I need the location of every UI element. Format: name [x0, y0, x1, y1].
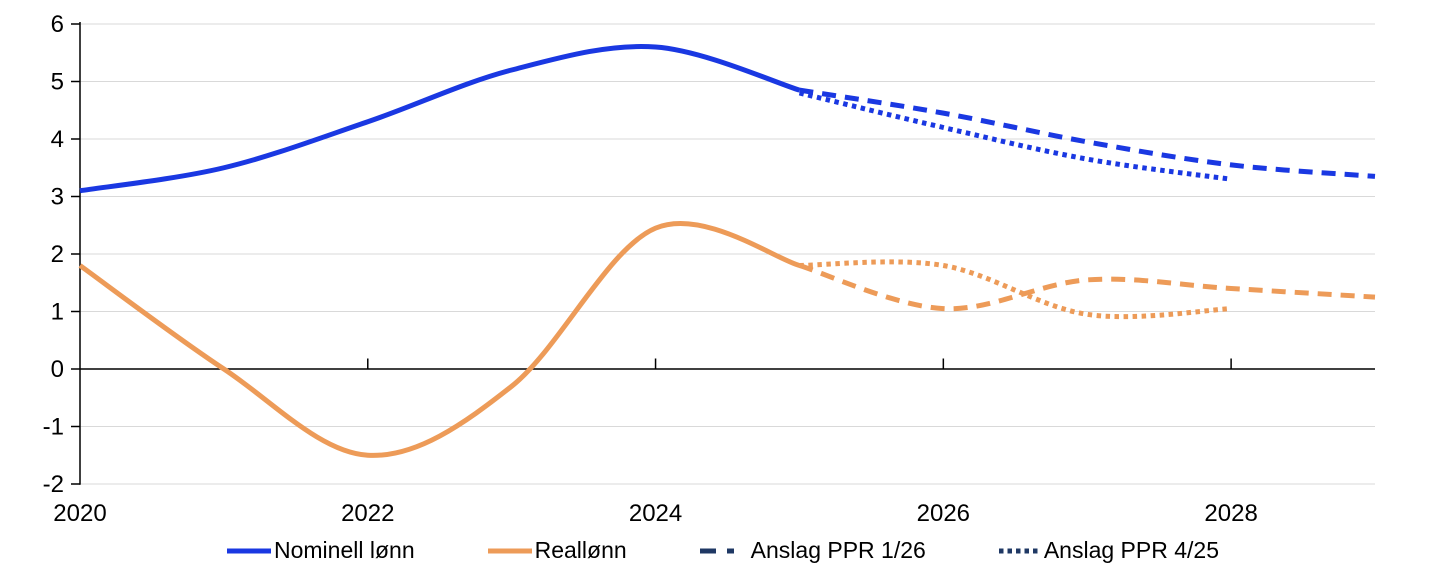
- series-line-anslag-ppr-4-25-reall-nn: [799, 259, 1232, 320]
- y-tick-label: 0: [51, 356, 64, 383]
- y-tick-label: 5: [51, 69, 64, 96]
- x-tick-label: 2020: [53, 500, 106, 527]
- legend-label: Reallønn: [534, 537, 627, 563]
- legend-item-anslag-ppr-4-25: Anslag PPR 4/25: [998, 537, 1219, 564]
- y-tick-label: 6: [51, 11, 64, 38]
- dashed-line-icon: [699, 548, 748, 553]
- series-line-anslag-ppr-4-25-nominell-l-nn: [798, 90, 1232, 182]
- solid-orange-line-icon: [487, 548, 532, 553]
- legend-label: Anslag PPR 4/25: [1043, 537, 1219, 563]
- y-tick-label: -1: [43, 414, 64, 441]
- series-line-reall-nn: [78, 220, 801, 458]
- x-tick-label: 2028: [1204, 500, 1257, 527]
- legend-label: Anslag PPR 1/26: [750, 537, 926, 563]
- legend-label: Nominell lønn: [274, 537, 415, 563]
- legend-item-anslag-ppr-1-26: Anslag PPR 1/26: [699, 537, 926, 564]
- x-tick-label: 2022: [341, 500, 394, 527]
- y-tick-label: 4: [51, 126, 64, 153]
- legend-item-reallonn: Reallønn: [487, 537, 627, 564]
- x-tick-label: 2026: [917, 500, 970, 527]
- series-line-anslag-ppr-1-26-reall-nn: [798, 263, 1376, 312]
- solid-blue-line-icon: [227, 548, 271, 553]
- series-line-anslag-ppr-1-26-nominell-l-nn: [799, 87, 1376, 179]
- y-tick-label: -2: [43, 471, 64, 498]
- y-tick-label: 2: [51, 241, 64, 268]
- x-tick-label: 2024: [629, 500, 682, 527]
- legend-item-nominell-lonn: Nominell lønn: [226, 537, 415, 564]
- y-tick-label: 3: [51, 184, 64, 211]
- chart-legend: Nominell lønn Reallønn Anslag PPR 1/26 A…: [0, 537, 1445, 564]
- dotted-line-icon: [998, 548, 1041, 553]
- series-line-nominell-l-nn: [79, 44, 801, 194]
- y-tick-label: 1: [51, 299, 64, 326]
